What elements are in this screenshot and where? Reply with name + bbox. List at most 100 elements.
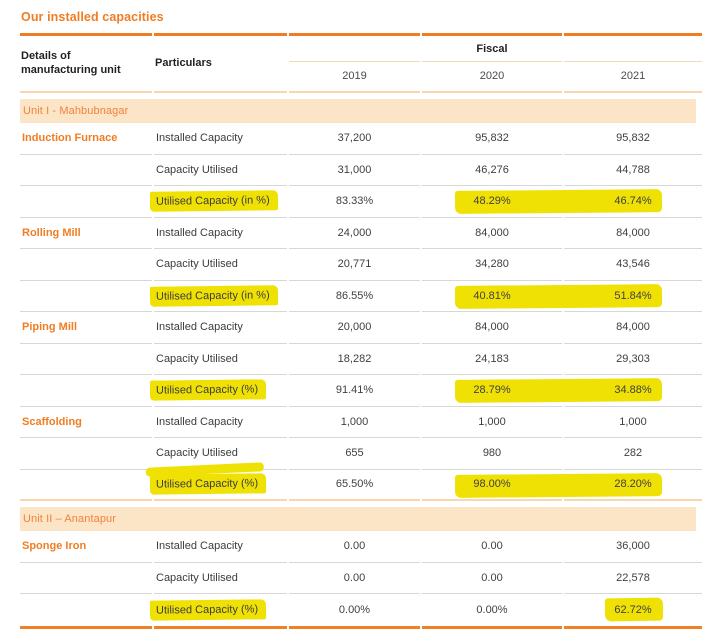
value-cell: 65.50%	[289, 470, 420, 501]
table-top-border	[20, 33, 702, 36]
value-cell: 91.41%	[289, 375, 420, 407]
value-cell: 40.81%	[422, 281, 562, 312]
value-cell: 51.84%	[564, 281, 702, 312]
unit-name-cell	[20, 375, 152, 407]
table-row: Capacity Utilised 31,000 46,276 44,788	[20, 155, 702, 186]
unit-name-cell	[20, 249, 152, 281]
table-bottom-border	[20, 625, 702, 629]
value-cell: 0.00	[289, 563, 420, 594]
table-row: Piping Mill Installed Capacity 20,000 84,00…	[20, 312, 702, 344]
value-cell: 48.29%	[422, 186, 562, 218]
unit-name-cell: Scaffolding	[20, 407, 152, 438]
fiscal-header-segment	[564, 36, 702, 62]
particular-cell: Installed Capacity	[154, 312, 287, 344]
table-row: Sponge Iron Installed Capacity 0.00 0.00 36,…	[20, 531, 702, 563]
section-band: Unit I - Mahbubnagar	[20, 99, 696, 123]
value-cell: 44,788	[564, 155, 702, 186]
value-cell: 98.00%	[422, 470, 562, 501]
value-cell: 46,276	[422, 155, 562, 186]
value-cell: 0.00%	[476, 603, 508, 616]
year-header-2021: 2021	[564, 62, 702, 93]
rule-segment	[564, 625, 702, 629]
unit-name-cell	[20, 594, 152, 626]
value-cell: 28.79%	[422, 375, 562, 407]
rule-segment	[564, 33, 702, 36]
value-cell: 86.55%	[289, 281, 420, 312]
table-row: Utilised Capacity (%) 91.41% 28.79% 34.88%	[20, 375, 702, 407]
value-cell: 36,000	[564, 531, 702, 563]
particular-cell: Installed Capacity	[154, 407, 287, 438]
table-row: Capacity Utilised 20,771 34,280 43,546	[20, 249, 702, 281]
highlighted-label: Utilised Capacity (in %)	[149, 190, 278, 213]
value-cell: 0.00	[289, 531, 420, 563]
value-cell: 0.00%	[338, 603, 371, 616]
highlighted-label: Utilised Capacity (%)	[149, 599, 267, 621]
table-row: Induction Furnace Installed Capacity 37,20…	[20, 123, 702, 155]
value-cell: 84,000	[564, 218, 702, 249]
unit-name-cell	[20, 344, 152, 375]
value-cell: 84,000	[422, 218, 562, 249]
value-cell: 31,000	[289, 155, 420, 186]
unit-name-cell	[20, 470, 152, 501]
table-row: Rolling Mill Installed Capacity 24,000 84,0…	[20, 218, 702, 249]
rule-segment	[422, 625, 562, 629]
value-cell: 0.00	[422, 531, 562, 563]
particular-cell: Installed Capacity	[154, 531, 287, 563]
value-cell: 282	[564, 438, 702, 470]
rule-segment	[20, 33, 152, 36]
highlighted-label: Utilised Capacity (%)	[149, 473, 267, 495]
value-cell: 18,282	[289, 344, 420, 375]
particular-cell: Installed Capacity	[154, 123, 287, 155]
unit-name-cell	[20, 438, 152, 470]
value-cell: 24,000	[289, 218, 420, 249]
value-cell: 1,000	[422, 407, 562, 438]
year-header-2019: 2019	[289, 62, 420, 93]
value-cell: 24,183	[422, 344, 562, 375]
capacity-report: Our installed capacities Details of manu…	[20, 6, 702, 629]
table-row: Utilised Capacity (in %) 83.33% 48.29% 46.7…	[20, 186, 702, 218]
unit-name-cell	[20, 186, 152, 218]
fiscal-header-segment	[289, 36, 420, 62]
particular-cell: Utilised Capacity (%)	[149, 375, 287, 407]
value-cell: 980	[422, 438, 562, 470]
particular-cell: Utilised Capacity (in %)	[149, 281, 287, 312]
value-cell: 84,000	[564, 312, 702, 344]
unit-name-cell: Sponge Iron	[20, 531, 152, 563]
value-cell: 37,200	[289, 123, 420, 155]
fiscal-header: Fiscal	[422, 36, 562, 62]
table-row: Utilised Capacity (in %) 86.55% 40.81% 51.8…	[20, 281, 702, 312]
year-header-2020: 2020	[422, 62, 562, 93]
particular-cell: Capacity Utilised	[154, 249, 287, 281]
value-cell: 62.72%	[614, 603, 652, 616]
table-row: Capacity Utilised 655 980 282	[20, 438, 702, 470]
value-cell: 34,280	[422, 249, 562, 281]
highlighted-label: Utilised Capacity (in %)	[149, 284, 278, 307]
rule-segment	[422, 33, 562, 36]
unit-name-cell	[20, 563, 152, 594]
value-cell: 20,771	[289, 249, 420, 281]
particular-cell: Capacity Utilised	[154, 155, 287, 186]
table-header: Details of manufacturing unit Particular…	[20, 36, 702, 93]
value-cell: 43,546	[564, 249, 702, 281]
value-cell: 28.20%	[564, 470, 702, 501]
highlighted-label: Utilised Capacity (%)	[149, 379, 267, 401]
rule-segment	[154, 33, 287, 36]
table-row: Scaffolding Installed Capacity 1,000 1,000 1…	[20, 407, 702, 438]
value-cell: 95,832	[564, 123, 702, 155]
table-row: Capacity Utilised 0.00 0.00 22,578	[20, 563, 702, 594]
value-cell: 1,000	[289, 407, 420, 438]
value-cell: 1,000	[564, 407, 702, 438]
unit-name-cell: Induction Furnace	[20, 123, 152, 155]
value-cell: 655	[289, 438, 420, 470]
unit-name-cell	[20, 281, 152, 312]
value-cell: 46.74%	[564, 186, 702, 218]
particular-cell: Utilised Capacity (%)	[149, 594, 287, 626]
value-cell: 29,303	[564, 344, 702, 375]
particular-cell: Utilised Capacity (in %)	[149, 186, 287, 218]
value-cell: 95,832	[422, 123, 562, 155]
page-title: Our installed capacities	[21, 10, 164, 24]
rule-segment	[289, 625, 420, 629]
rule-segment	[20, 625, 152, 629]
value-cell: 0.00	[422, 563, 562, 594]
value-cell: 20,000	[289, 312, 420, 344]
